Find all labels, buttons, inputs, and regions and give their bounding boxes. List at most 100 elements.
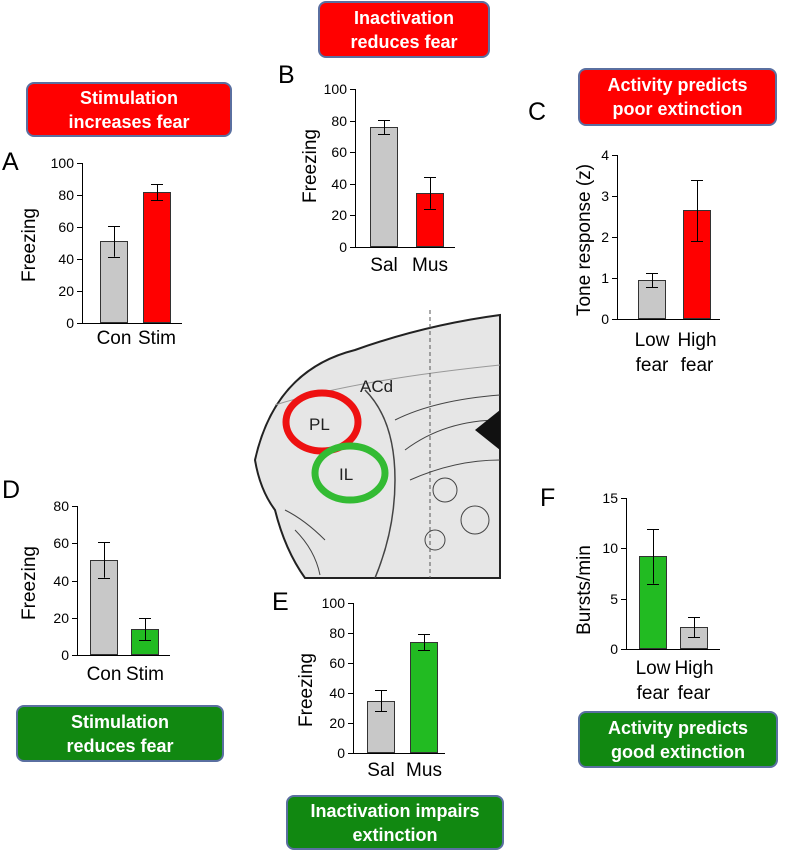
y-tick (77, 291, 82, 292)
y-tick-label: 20 (331, 207, 347, 224)
y-tick-label: 5 (610, 590, 618, 607)
y-tick-label: 100 (323, 81, 347, 97)
y-tick (348, 633, 353, 634)
callout-box: Stimulation increases fear (26, 82, 232, 137)
error-bar (375, 690, 387, 712)
structure (460, 505, 490, 535)
error-bar (688, 616, 700, 638)
y-tick (348, 723, 353, 724)
x-tick-label: High fear (674, 658, 714, 704)
y-tick-label: 0 (337, 745, 345, 761)
pl-region (282, 389, 362, 455)
callout-box: Activity predicts poor extinction (578, 68, 777, 126)
y-tick-label: 80 (331, 112, 347, 129)
y-tick-label: 10 (602, 540, 618, 557)
y-tick (72, 506, 77, 507)
region-label: ACd (360, 377, 393, 396)
y-tick-label: 80 (53, 498, 69, 514)
y-tick-label: 40 (331, 175, 347, 192)
error-bar (691, 179, 703, 243)
y-tick-label: 0 (339, 239, 347, 255)
y-tick (621, 548, 626, 550)
y-axis (353, 603, 354, 754)
y-tick (77, 195, 82, 196)
y-tick (350, 183, 355, 185)
y-tick (348, 693, 353, 694)
y-axis-label: Freezing (300, 129, 321, 203)
x-axis (617, 319, 720, 320)
y-tick (612, 155, 617, 156)
y-tick-label: 20 (53, 609, 69, 626)
x-tick-label: Mus (406, 760, 442, 781)
panel-letter: C (528, 98, 547, 126)
x-tick-label: Stim (126, 664, 164, 685)
brain-diagram: ACd PL IL (253, 310, 501, 579)
y-tick-label: 1 (601, 270, 609, 286)
y-tick-label: 80 (58, 187, 74, 203)
ventricle (475, 410, 500, 450)
y-axis (355, 89, 356, 248)
y-axis (77, 506, 78, 656)
y-tick (72, 580, 77, 582)
callout-box: Inactivation reduces fear (318, 1, 490, 58)
error-bar (378, 119, 390, 136)
y-tick-label: 0 (66, 315, 74, 331)
y-tick (72, 655, 77, 656)
panel-letter: B (278, 61, 295, 89)
panel-letter: F (540, 484, 556, 512)
callout-box: Activity predicts good extinction (578, 711, 778, 768)
panel-letter: A (2, 148, 19, 176)
y-tick (77, 163, 82, 164)
brain-outline (253, 313, 501, 579)
error-bar (98, 542, 110, 579)
y-tick-label: 60 (329, 655, 345, 671)
x-tick-label: Con (86, 664, 122, 685)
y-axis (82, 163, 83, 324)
x-tick-label: Mus (412, 255, 448, 276)
y-tick-label: 80 (329, 625, 345, 641)
y-tick (621, 598, 626, 600)
y-tick-label: 4 (601, 147, 609, 163)
region-label: PL (309, 415, 330, 434)
y-tick-label: 20 (58, 283, 74, 299)
bar (370, 126, 398, 247)
y-tick (77, 259, 82, 260)
y-tick (348, 753, 353, 754)
y-tick (350, 152, 355, 154)
error-bar (646, 272, 658, 289)
y-tick (621, 649, 626, 650)
panel-letter: E (272, 588, 289, 616)
x-axis (77, 655, 170, 656)
y-tick-label: 20 (329, 715, 345, 731)
y-tick-label: 60 (58, 219, 74, 235)
y-axis (617, 155, 618, 320)
error-bar (418, 633, 430, 652)
x-axis (355, 247, 455, 248)
y-tick (348, 663, 353, 664)
y-tick-label: 60 (53, 535, 69, 552)
y-tick (612, 237, 617, 238)
error-bar (108, 226, 120, 258)
error-bar (424, 177, 436, 211)
y-tick-label: 100 (321, 595, 345, 611)
y-tick (621, 498, 626, 499)
x-tick-label: Con (96, 328, 132, 349)
structure (424, 529, 446, 551)
x-tick-label: Sal (367, 760, 395, 781)
bar (410, 642, 438, 753)
region-label: IL (339, 465, 353, 484)
callout-box: Inactivation impairs extinction (286, 795, 504, 850)
midline-structure (364, 389, 396, 579)
y-tick-label: 0 (610, 641, 618, 657)
error-bar (647, 529, 659, 585)
ventral-lines (284, 509, 326, 576)
x-axis (353, 753, 445, 754)
y-tick-label: 40 (58, 251, 74, 267)
y-tick (348, 603, 353, 604)
y-tick (612, 319, 617, 320)
y-tick-label: 15 (602, 490, 618, 506)
y-tick (350, 120, 355, 122)
x-axis (82, 323, 182, 324)
y-tick (612, 196, 617, 197)
y-tick-label: 40 (329, 685, 345, 701)
